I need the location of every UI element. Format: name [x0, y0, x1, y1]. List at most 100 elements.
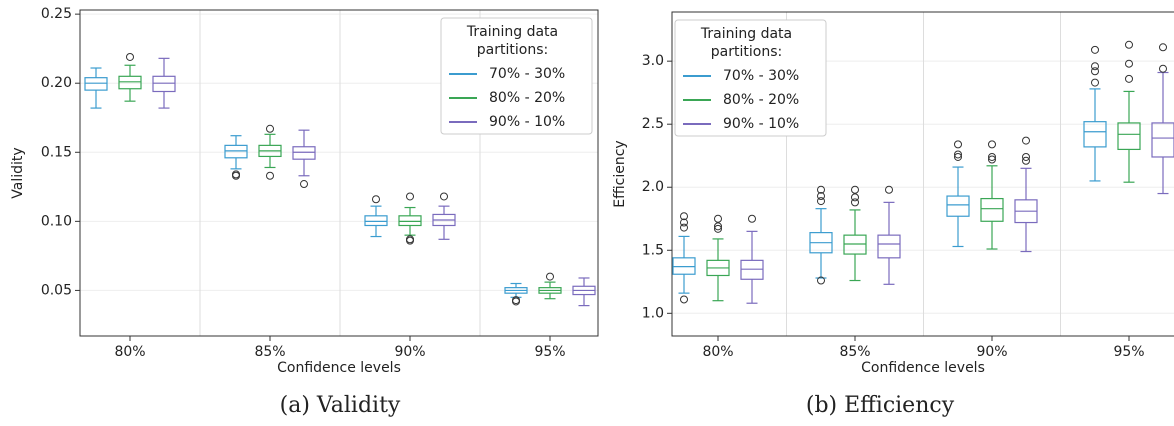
box: [292, 146, 316, 160]
flier: [440, 192, 448, 201]
flier: [126, 52, 134, 61]
box: [118, 75, 142, 90]
flier: [851, 198, 859, 207]
flier: [1022, 152, 1030, 161]
box: [877, 234, 901, 259]
flier: [300, 180, 308, 189]
flier: [851, 193, 859, 202]
flier: [680, 218, 688, 227]
flier: [1022, 136, 1030, 145]
legend-label: 90% - 10%: [723, 116, 799, 132]
flier: [1091, 62, 1099, 71]
x-tick-label: 80%: [114, 344, 145, 360]
flier: [817, 192, 825, 201]
legend-label: 70% - 30%: [489, 66, 565, 82]
x-tick-label: 95%: [534, 344, 565, 360]
y-tick-label: 0.10: [41, 213, 72, 229]
box: [843, 234, 867, 255]
flier: [546, 272, 554, 281]
flier: [1125, 40, 1133, 49]
flier: [714, 224, 722, 233]
flier: [1159, 64, 1167, 73]
box: [84, 77, 108, 91]
box: [1151, 122, 1174, 158]
x-tick-label: 80%: [702, 344, 733, 360]
flier: [988, 152, 996, 161]
flier: [372, 195, 380, 204]
box: [1117, 122, 1141, 151]
flier: [851, 185, 859, 194]
flier: [954, 150, 962, 159]
x-tick-label: 85%: [839, 344, 870, 360]
x-axis-label: Confidence levels: [277, 360, 401, 376]
flier: [266, 171, 274, 180]
x-tick-label: 85%: [254, 344, 285, 360]
flier: [266, 124, 274, 133]
caption: (b) Efficiency: [806, 393, 955, 418]
flier: [714, 222, 722, 231]
flier: [680, 212, 688, 221]
x-tick-label: 95%: [1113, 344, 1144, 360]
legend-title: partitions:: [711, 44, 782, 60]
y-axis-label: Validity: [10, 147, 26, 198]
plot-frame: [79, 9, 599, 337]
box: [946, 195, 970, 217]
x-tick-label: 90%: [976, 344, 1007, 360]
box: [672, 257, 696, 275]
flier: [817, 276, 825, 285]
chart: 1.0 1.5 2.0 2.5 3.0 80% 85% 90% 95% Confidence le…: [612, 11, 1174, 418]
flier: [680, 223, 688, 232]
flier: [954, 140, 962, 149]
y-tick-label: 2.5: [642, 116, 664, 132]
flier: [232, 170, 240, 179]
legend-label: 80% - 20%: [723, 92, 799, 108]
box: [398, 215, 422, 227]
flier: [406, 192, 414, 201]
legend-box: [440, 17, 593, 135]
flier: [1125, 59, 1133, 68]
flier: [406, 235, 414, 244]
flier: [512, 296, 520, 305]
flier: [988, 140, 996, 149]
x-axis-label: Confidence levels: [861, 360, 985, 376]
y-tick-label: 1.5: [642, 242, 664, 258]
y-axis-label: Efficiency: [612, 140, 628, 207]
y-tick-label: 0.15: [41, 144, 72, 160]
legend-title: Training data: [466, 24, 558, 40]
flier: [988, 155, 996, 164]
flier: [817, 185, 825, 194]
box: [1083, 121, 1107, 148]
legend-title: partitions:: [477, 42, 548, 58]
flier: [1159, 43, 1167, 52]
chart: 0.05 0.10 0.15 0.20 0.25 80% 85% 90% 95% Confiden…: [10, 6, 599, 418]
legend-label: 80% - 20%: [489, 90, 565, 106]
box: [152, 75, 176, 93]
x-tick-label: 90%: [394, 344, 425, 360]
y-tick-label: 0.20: [41, 75, 72, 91]
flier: [1091, 45, 1099, 54]
flier: [1022, 156, 1030, 165]
flier: [954, 152, 962, 161]
box: [740, 259, 764, 280]
y-tick-label: 2.0: [642, 179, 664, 195]
plot-frame: [671, 11, 1174, 337]
caption: (a) Validity: [280, 393, 401, 418]
flier: [748, 214, 756, 223]
y-tick-label: 0.05: [41, 282, 72, 298]
box: [224, 144, 248, 159]
y-tick-label: 1.0: [642, 305, 664, 321]
flier: [1091, 67, 1099, 76]
legend: Training data partitions: 70% - 30% 80% - 2…: [674, 19, 827, 137]
legend: Training data partitions: 70% - 30% 80% - 2…: [440, 17, 593, 135]
flier: [680, 295, 688, 304]
legend-label: 70% - 30%: [723, 68, 799, 84]
y-tick-label: 3.0: [642, 53, 664, 69]
flier: [1091, 78, 1099, 87]
flier: [885, 185, 893, 194]
legend-label: 90% - 10%: [489, 114, 565, 130]
legend-box: [674, 19, 827, 137]
legend-title: Training data: [700, 26, 792, 42]
flier: [1125, 74, 1133, 83]
flier: [817, 197, 825, 206]
